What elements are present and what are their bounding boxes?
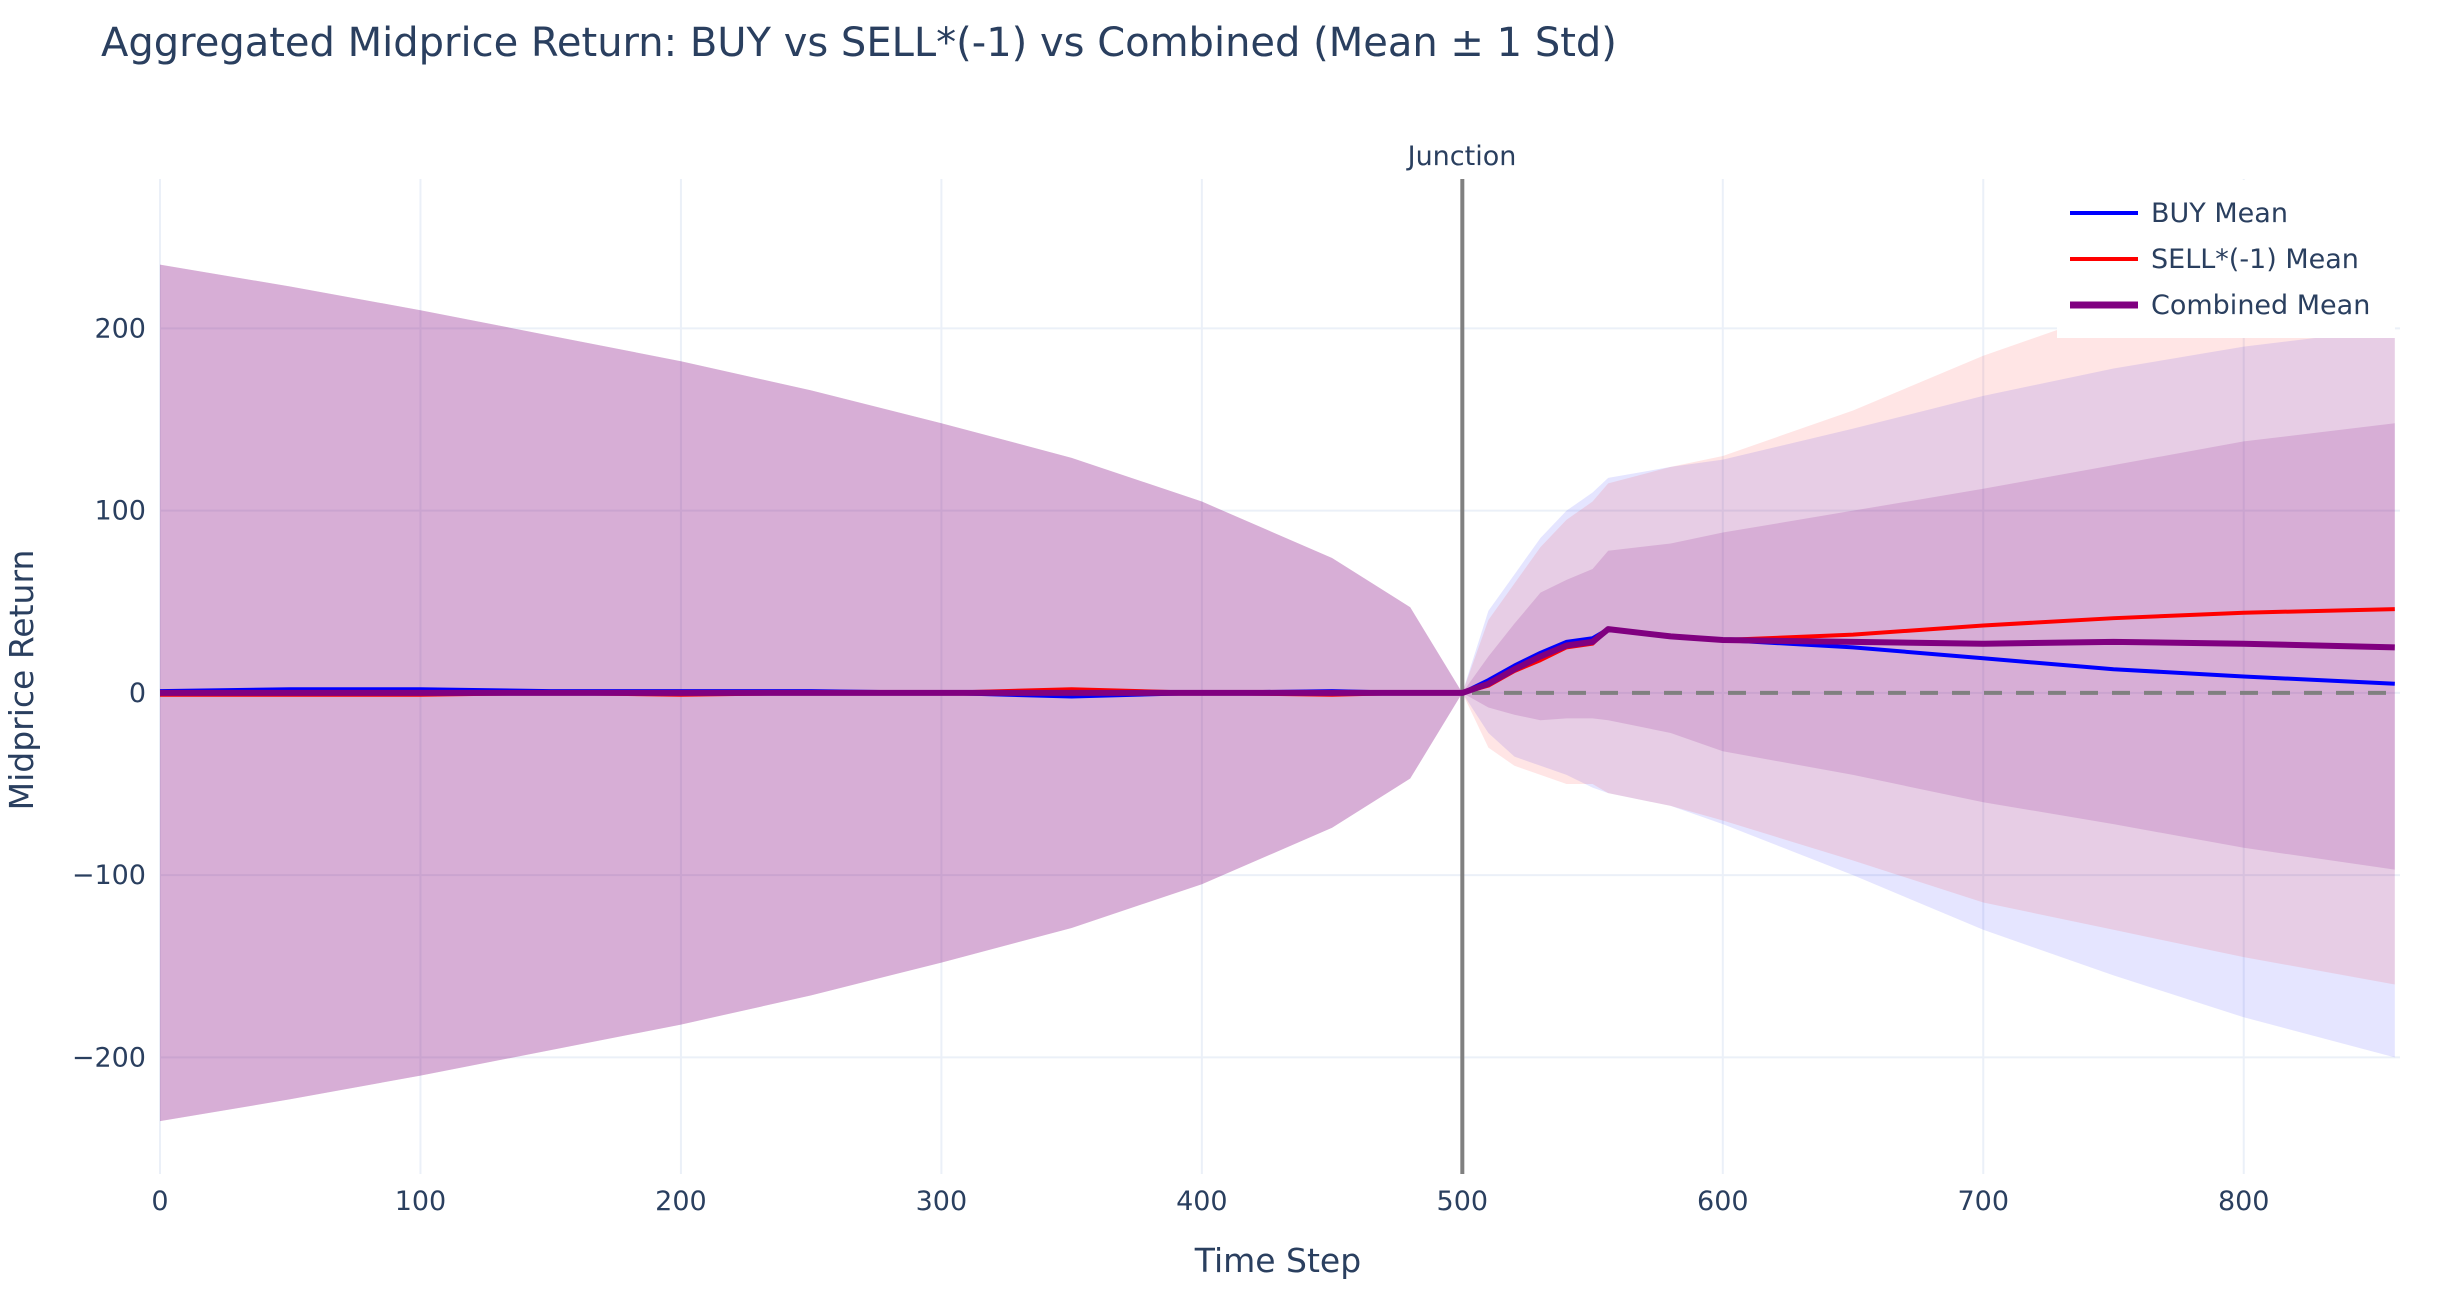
junction-label: Junction	[1406, 141, 1517, 172]
y-tick-label: −200	[72, 1042, 146, 1073]
legend-label: BUY Mean	[2151, 198, 2288, 229]
x-tick-label: 200	[655, 1186, 707, 1217]
x-tick-label: 300	[916, 1186, 968, 1217]
legend[interactable]: BUY Mean SELL*(-1) Mean Combined Mean	[2057, 180, 2395, 338]
series-line	[160, 626, 2395, 696]
legend-label: SELL*(-1) Mean	[2151, 244, 2359, 275]
legend-label: Combined Mean	[2151, 290, 2370, 321]
y-tick-label: 100	[94, 496, 146, 527]
mean-lines	[159, 607, 2395, 699]
tick-labels: 0 100 200 300 400 500 600 700 800 −200 −100 0 100 200	[72, 313, 2270, 1217]
y-tick-label: −100	[72, 860, 146, 891]
y-axis-title: Midprice Return	[2, 550, 41, 811]
std-band	[160, 255, 2395, 1122]
x-tick-label: 0	[151, 1186, 168, 1217]
x-axis-title: Time Step	[1194, 1241, 1361, 1280]
x-tick-label: 800	[2218, 1186, 2270, 1217]
x-tick-label: 700	[1957, 1186, 2009, 1217]
chart-title: Aggregated Midprice Return: BUY vs SELL*…	[101, 20, 1617, 66]
x-tick-label: 100	[395, 1186, 447, 1217]
y-tick-label: 200	[94, 313, 146, 344]
x-tick-label: 600	[1697, 1186, 1749, 1217]
x-tick-label: 400	[1176, 1186, 1228, 1217]
y-tick-label: 0	[129, 678, 146, 709]
x-tick-label: 500	[1437, 1186, 1489, 1217]
